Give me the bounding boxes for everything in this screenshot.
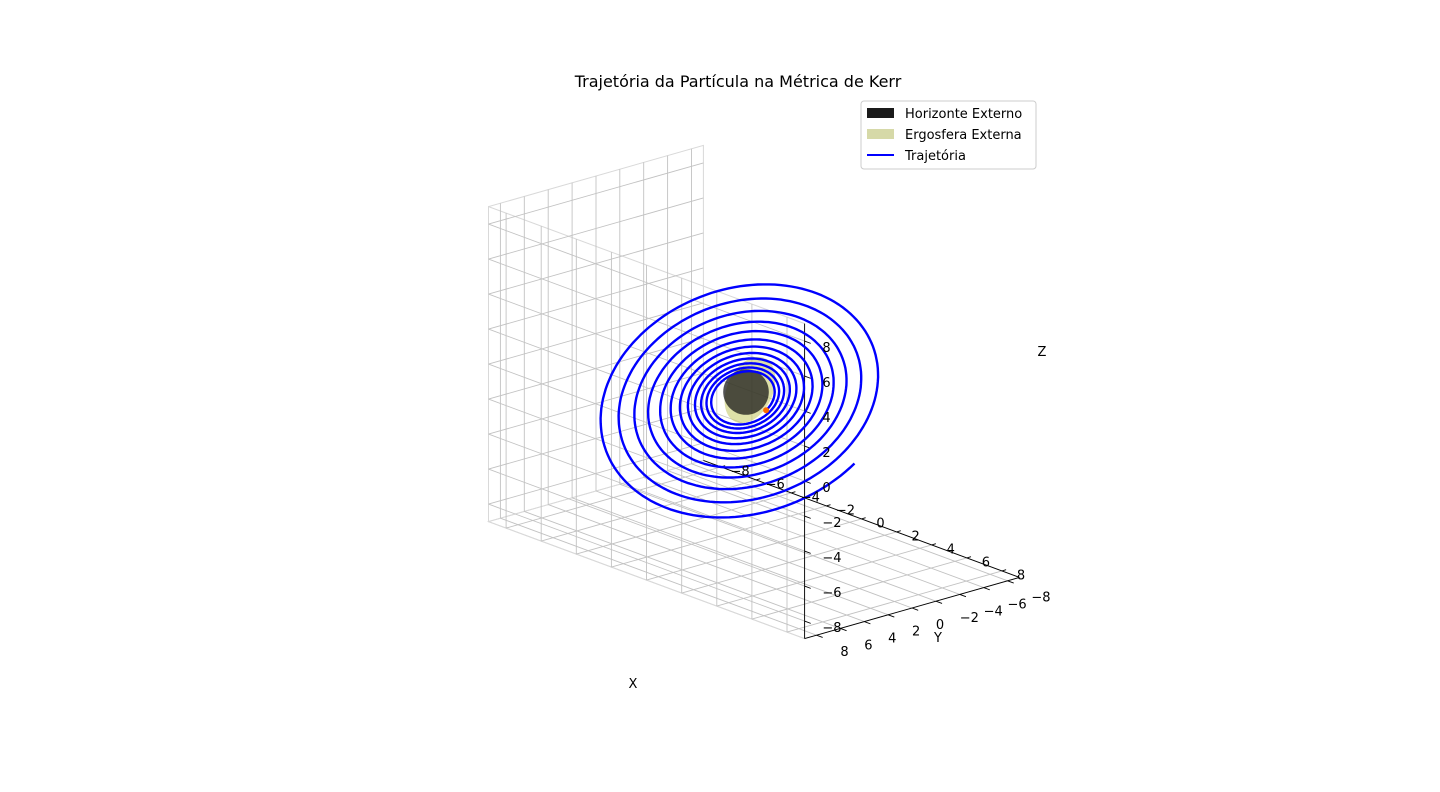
grid-line-z-back — [488, 433, 805, 552]
y-tick-label: 2 — [912, 625, 920, 640]
x-tick-mark — [966, 556, 972, 559]
grid-line-y-floor — [571, 497, 889, 616]
grid-line-y-floor — [691, 463, 1008, 582]
z-tick-mark — [804, 620, 811, 624]
legend-swatch-horizon — [867, 108, 894, 118]
grid-line-z-back — [488, 363, 805, 482]
x-tick-label: 4 — [947, 542, 955, 557]
y-tick-label: 0 — [936, 618, 944, 633]
y-tick-label: 6 — [864, 638, 872, 653]
chart-title: Trajetória da Partícula na Métrica de Ke… — [574, 72, 902, 91]
grid-line-y-floor — [595, 490, 913, 609]
x-axis-line — [703, 459, 1020, 578]
x-tick-label: −2 — [836, 503, 855, 518]
y-tick-mark — [840, 627, 847, 632]
pane-left — [488, 144, 704, 523]
y-tick-mark — [983, 587, 990, 591]
z-tick-label: 2 — [822, 446, 830, 461]
y-tick-mark — [864, 621, 871, 625]
grid-line-y-floor — [643, 476, 960, 595]
z-tick-label: 6 — [822, 376, 830, 391]
x-axis-label: X — [629, 677, 638, 692]
grid-line-y-floor — [619, 483, 937, 602]
trajectory-line — [599, 283, 880, 519]
y-tick-label: −6 — [1007, 597, 1026, 612]
grid-line-z-back — [488, 503, 805, 622]
legend-frame — [860, 100, 1037, 170]
y-tick-mark — [888, 614, 895, 618]
x-tick-label: −8 — [730, 464, 749, 479]
z-tick-label: −2 — [822, 516, 841, 531]
x-tick-mark — [755, 478, 761, 481]
legend-label-ergosphere: Ergosfera Externa — [905, 128, 1022, 143]
outer-horizon-sphere — [723, 369, 769, 415]
x-tick-label: 6 — [982, 555, 990, 570]
particle-start-marker — [763, 407, 770, 414]
x-tick-label: −6 — [766, 477, 785, 492]
y-tick-label: −8 — [1031, 591, 1050, 606]
legend-label-trajectory: Trajetória — [904, 149, 966, 164]
y-tick-mark — [935, 600, 943, 604]
z-tick-mark — [804, 515, 811, 519]
x-tick-label: 0 — [876, 516, 884, 531]
z-tick-mark — [804, 585, 811, 589]
z-tick-mark — [804, 375, 811, 379]
grid-line-z-back — [488, 398, 805, 517]
z-tick-label: −8 — [822, 621, 841, 636]
grid-line-z-left — [488, 197, 704, 260]
z-tick-label: 4 — [822, 411, 830, 426]
x-tick-label: 2 — [912, 529, 920, 544]
y-tick-label: 4 — [888, 631, 896, 646]
y-tick-mark — [959, 593, 967, 598]
x-tick-mark — [861, 517, 866, 520]
legend: Horizonte Externo Ergosfera Externa Traj… — [860, 100, 1037, 170]
trajectory-layer — [599, 283, 880, 519]
grid-line-y-floor — [548, 504, 865, 623]
z-tick-label: −4 — [822, 551, 841, 566]
z-tick-label: 8 — [822, 341, 830, 356]
grid-line-z-left — [488, 162, 704, 225]
grid-line-z-back — [488, 468, 805, 587]
z-tick-label: 0 — [822, 481, 830, 496]
y-tick-label: −2 — [960, 611, 979, 626]
y-tick-label: 8 — [840, 645, 848, 660]
grid-line-z-back — [488, 258, 805, 377]
x-tick-mark — [1001, 569, 1007, 572]
legend-label-horizon: Horizonte Externo — [905, 107, 1022, 122]
y-tick-mark — [911, 607, 919, 611]
x-tick-mark — [826, 504, 831, 507]
z-tick-mark — [804, 340, 811, 344]
y-tick-mark — [1007, 580, 1014, 584]
grid-line-y-floor — [524, 510, 841, 629]
z-tick-mark — [804, 550, 811, 554]
x-tick-mark — [791, 491, 796, 494]
y-tick-mark — [816, 634, 823, 638]
x-tick-mark — [931, 543, 937, 546]
z-axis-label: Z — [1038, 345, 1047, 360]
x-tick-label: 8 — [1017, 568, 1025, 583]
x-tick-mark — [896, 530, 901, 533]
grid-line-y-floor — [500, 517, 817, 636]
x-tick-label: −4 — [801, 490, 820, 505]
y-tick-label: −4 — [984, 604, 1003, 619]
legend-swatch-ergosphere — [867, 129, 894, 139]
y-axis-label: Y — [933, 631, 942, 646]
z-tick-label: −6 — [822, 586, 841, 601]
